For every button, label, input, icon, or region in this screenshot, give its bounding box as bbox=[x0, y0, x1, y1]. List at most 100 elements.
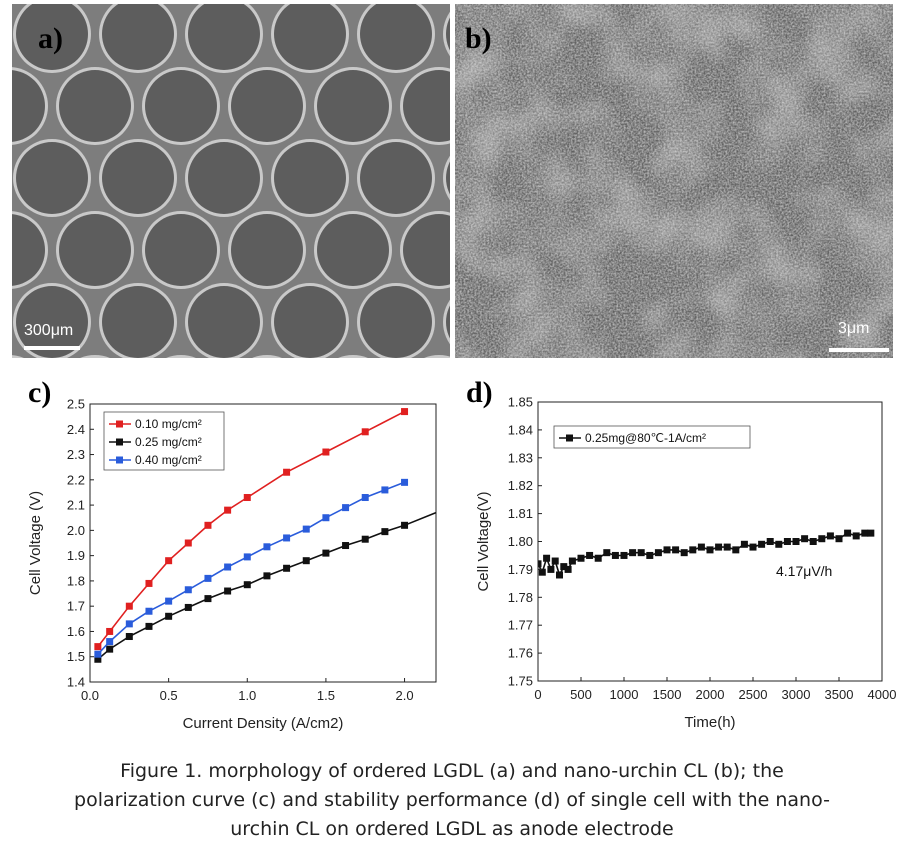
data-point bbox=[401, 478, 409, 486]
data-point bbox=[145, 607, 153, 615]
nano-urchin-texture bbox=[455, 4, 893, 358]
data-point bbox=[538, 560, 542, 568]
hole bbox=[102, 4, 174, 70]
panel-label-c: c) bbox=[28, 376, 52, 409]
data-point bbox=[243, 553, 251, 561]
y-tick-label: 2.1 bbox=[67, 498, 85, 513]
data-point bbox=[783, 538, 791, 545]
y-tick-label: 1.4 bbox=[67, 675, 85, 690]
data-point bbox=[106, 645, 114, 653]
x-tick-label: 1000 bbox=[610, 687, 639, 702]
data-point bbox=[204, 574, 212, 582]
data-point bbox=[145, 579, 153, 587]
data-point bbox=[577, 554, 585, 562]
x-axis-label: Time(h) bbox=[684, 714, 735, 731]
data-point bbox=[165, 612, 173, 620]
sem-image-nano-urchin: 3μm bbox=[455, 4, 893, 358]
data-point bbox=[243, 581, 251, 589]
data-point bbox=[243, 494, 251, 502]
data-point bbox=[263, 572, 271, 580]
y-tick-label: 1.81 bbox=[508, 506, 533, 521]
data-point bbox=[125, 602, 133, 610]
caption-line-3: urchin CL on ordered LGDL as anode elect… bbox=[230, 818, 674, 840]
data-point bbox=[361, 494, 369, 502]
hole bbox=[317, 214, 389, 286]
y-tick-label: 1.8 bbox=[67, 573, 85, 588]
data-point bbox=[586, 551, 594, 559]
y-tick-label: 2.2 bbox=[67, 472, 85, 487]
data-point bbox=[551, 557, 559, 565]
data-point bbox=[697, 543, 705, 551]
data-point bbox=[706, 546, 714, 554]
data-point bbox=[342, 542, 350, 550]
data-point bbox=[867, 529, 875, 537]
hole bbox=[16, 142, 88, 214]
scale-bar-a bbox=[24, 346, 80, 350]
data-point bbox=[723, 543, 731, 551]
data-point bbox=[538, 568, 546, 576]
hole-rim bbox=[12, 355, 24, 358]
data-point bbox=[560, 563, 568, 571]
y-tick-label: 2.4 bbox=[67, 422, 85, 437]
y-tick-label: 1.84 bbox=[508, 422, 533, 437]
data-point bbox=[680, 549, 688, 557]
data-point bbox=[775, 540, 783, 548]
hole-rim bbox=[80, 355, 110, 358]
x-tick-label: 500 bbox=[570, 687, 592, 702]
data-point bbox=[663, 546, 671, 554]
data-point bbox=[826, 532, 834, 540]
x-tick-label: 2500 bbox=[739, 687, 768, 702]
data-point bbox=[125, 633, 133, 641]
stability-chart: 1.75 1.76 1.77 1.78 1.79 1.80 1.81 1.82 1.83 1.84… bbox=[475, 395, 896, 732]
data-point bbox=[629, 549, 637, 557]
data-point bbox=[603, 549, 611, 557]
data-point bbox=[543, 554, 551, 562]
y-tick-label: 1.6 bbox=[67, 624, 85, 639]
x-tick-label: 3500 bbox=[825, 687, 854, 702]
data-point bbox=[654, 549, 662, 557]
x-tick-label: 2.0 bbox=[396, 688, 414, 703]
sem-image-ordered-lgdl: 300μm bbox=[12, 4, 450, 358]
data-point bbox=[594, 554, 602, 562]
y-tick-label: 1.5 bbox=[67, 649, 85, 664]
data-point bbox=[381, 528, 389, 536]
hole bbox=[59, 214, 131, 286]
y-axis-label: Cell Voltage(V) bbox=[475, 491, 492, 591]
data-point bbox=[145, 622, 153, 630]
data-point bbox=[263, 543, 271, 551]
data-point bbox=[732, 546, 740, 554]
data-point bbox=[792, 538, 800, 545]
hole bbox=[274, 142, 346, 214]
data-point bbox=[224, 587, 232, 595]
caption-line-2: polarization curve (c) and stability per… bbox=[74, 789, 830, 811]
data-point bbox=[401, 408, 409, 416]
hole bbox=[102, 142, 174, 214]
hole bbox=[188, 142, 260, 214]
legend-label: 0.25mg@80℃-1A/cm² bbox=[585, 431, 706, 445]
data-point bbox=[184, 603, 192, 611]
y-tick-label: 2.5 bbox=[67, 397, 85, 412]
hole bbox=[145, 70, 217, 142]
data-point bbox=[689, 546, 697, 554]
polarization-chart: 1.4 1.5 1.6 1.7 1.8 1.9 2.0 2.1 2.2 2.3 2.4 2.5 0.0 0… bbox=[27, 397, 437, 732]
hole bbox=[59, 70, 131, 142]
data-point bbox=[361, 535, 369, 543]
y-tick-label: 1.82 bbox=[508, 478, 533, 493]
data-point bbox=[302, 557, 310, 565]
data-point bbox=[94, 655, 102, 663]
y-tick-label: 1.75 bbox=[508, 674, 533, 689]
data-point bbox=[204, 595, 212, 603]
data-point bbox=[322, 448, 330, 456]
data-point bbox=[184, 539, 192, 547]
legend-label: 0.25 mg/cm² bbox=[135, 435, 202, 449]
hole-rim bbox=[252, 355, 282, 358]
data-point bbox=[94, 643, 102, 651]
data-point bbox=[818, 535, 826, 543]
y-tick-label: 1.76 bbox=[508, 646, 533, 661]
data-point bbox=[620, 551, 628, 559]
hole bbox=[16, 286, 88, 358]
hole bbox=[360, 4, 432, 70]
data-point bbox=[749, 543, 757, 551]
x-tick-label: 1.5 bbox=[317, 688, 335, 703]
y-tick-label: 1.7 bbox=[67, 599, 85, 614]
